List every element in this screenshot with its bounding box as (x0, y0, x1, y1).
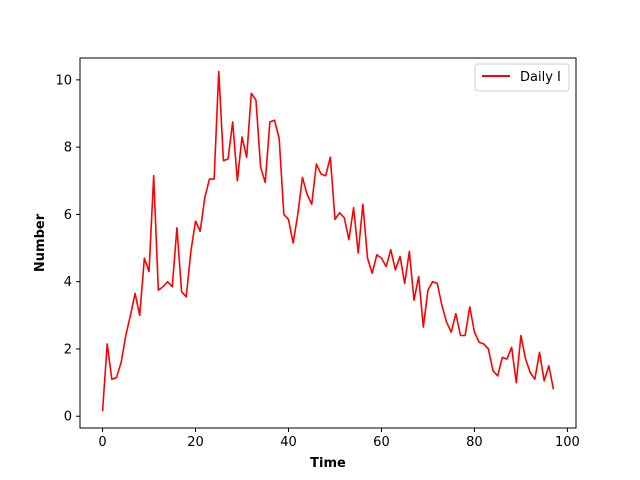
series-line (101, 70, 555, 412)
x-tick-label: 40 (280, 435, 297, 450)
legend-label: Daily I (520, 70, 561, 85)
series-layer (101, 70, 555, 412)
x-tick-label: 0 (98, 435, 106, 450)
plot-area (80, 58, 576, 428)
y-tick-label: 6 (64, 208, 72, 223)
x-tick-label: 100 (555, 435, 580, 450)
legend-box (474, 63, 570, 92)
x-tick-label: 20 (187, 435, 204, 450)
y-axis-label: Number (33, 213, 48, 272)
y-tick-label: 8 (64, 141, 72, 156)
x-tick-label: 60 (373, 435, 390, 450)
x-axis-ticks: 0 20 40 60 80 100 (98, 428, 580, 450)
legend: Daily I (474, 63, 570, 92)
x-tick-label: 80 (466, 435, 483, 450)
y-tick-label: 0 (64, 410, 72, 425)
y-tick-label: 4 (64, 275, 72, 290)
y-tick-label: 10 (55, 73, 72, 88)
y-axis-ticks: 0 2 4 6 8 10 (55, 73, 80, 425)
x-axis-label: Time (310, 456, 346, 471)
y-tick-label: 2 (64, 342, 72, 357)
plot-frame (79, 57, 577, 429)
